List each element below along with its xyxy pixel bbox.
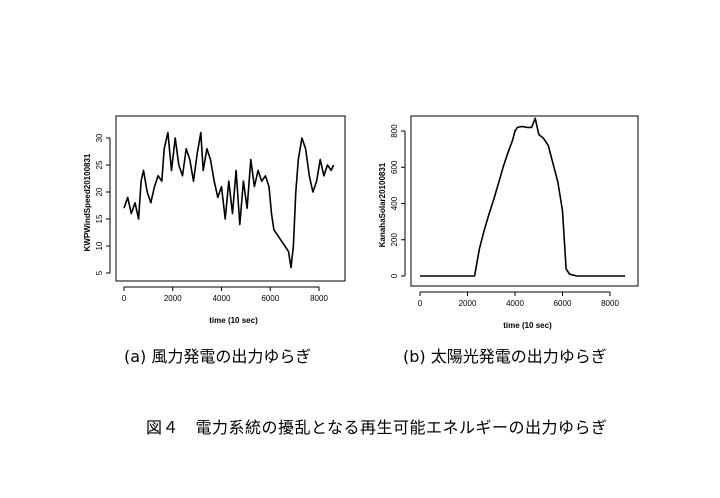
y-tick-label: 30 xyxy=(95,133,104,142)
x-tick-label: 2000 xyxy=(459,299,477,308)
y-tick-label: 5 xyxy=(95,270,104,275)
y-tick-label: 200 xyxy=(390,233,399,247)
x-axis-title: time (10 sec) xyxy=(209,316,258,325)
y-tick-label: 600 xyxy=(390,160,399,174)
series-line-0 xyxy=(420,117,626,277)
y-tick-label: 25 xyxy=(95,160,104,169)
chart-wind-speed: 0 2000 4000 6000 8000 5 10 15 20 25 30 time (10 sec… xyxy=(83,115,346,325)
y-tick-label: 15 xyxy=(95,214,104,223)
x-tick-label: 0 xyxy=(122,294,127,303)
x-tick-label: 4000 xyxy=(506,299,524,308)
caption-b: (b) 太陽光発電の出力ゆらぎ xyxy=(403,347,607,366)
y-tick-label: 400 xyxy=(390,196,399,210)
x-tick-label: 8000 xyxy=(601,299,619,308)
y-tick-label: 0 xyxy=(390,273,399,278)
x-tick-label: 0 xyxy=(418,299,423,308)
plot-frame xyxy=(115,115,346,282)
series-line-0 xyxy=(123,131,335,269)
y-tick-label: 10 xyxy=(95,241,104,250)
chart-solar: 0 2000 4000 6000 8000 0 200 400 600 800 time (10 s… xyxy=(378,115,639,330)
y-tick-label: 800 xyxy=(390,124,399,138)
plot-frame xyxy=(410,115,639,287)
x-tick-label: 6000 xyxy=(261,294,279,303)
y-axis-title: KanahaSolar20100831 xyxy=(378,162,387,247)
x-tick-label: 4000 xyxy=(213,294,231,303)
x-tick-label: 8000 xyxy=(310,294,328,303)
y-tick-label: 20 xyxy=(95,187,104,196)
x-axis-title: time (10 sec) xyxy=(503,321,552,330)
caption-a: (a) 風力発電の出力ゆらぎ xyxy=(124,347,312,366)
figure-caption: 図４ 電力系統の擾乱となる再生可能エネルギーの出力ゆらぎ xyxy=(146,418,608,437)
y-axis-title: KWPWindSpeed20100831 xyxy=(83,153,92,251)
x-tick-label: 2000 xyxy=(164,294,182,303)
x-tick-label: 6000 xyxy=(554,299,572,308)
